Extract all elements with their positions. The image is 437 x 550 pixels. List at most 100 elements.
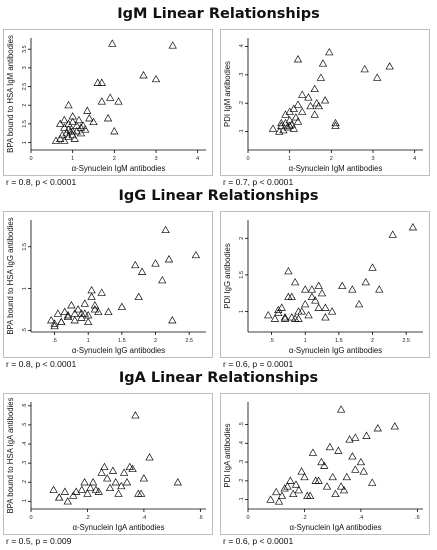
data-point (359, 467, 368, 475)
data-point (103, 114, 113, 122)
data-point (277, 118, 286, 127)
y-tick-label: 3 (22, 66, 28, 69)
data-point (76, 123, 86, 131)
data-point (68, 127, 77, 135)
data-point (331, 118, 340, 127)
data-point (90, 305, 100, 313)
data-point (70, 316, 79, 324)
data-point (362, 431, 371, 439)
data-point (283, 123, 292, 131)
x-tick-label: 2 (371, 338, 374, 344)
scatter-panel-iga-pdi: 0 .2 .4 .6 .1 .2 .3 .4 .5 α-Synuclein IgA antibod… (220, 393, 430, 535)
data-point (83, 489, 92, 497)
data-point (314, 476, 323, 484)
data-point (339, 485, 349, 494)
data-point (286, 476, 295, 484)
scatter-plot: 0 .2 .4 .6 .1 .2 .3 .4 .5 α-Synuclein IgA antibod… (223, 402, 423, 532)
data-point (63, 311, 73, 319)
y-tick-label: .2 (22, 480, 28, 485)
data-point (70, 309, 79, 317)
scatter-panel-igg-pdi: .5 1 1.5 2 2.5 1 1.5 2 α-Synuclein IgG antibodie… (220, 211, 430, 358)
x-tick-label: 0 (29, 156, 32, 162)
data-point (336, 482, 346, 490)
data-point (87, 285, 96, 294)
data-point (294, 307, 303, 315)
data-point (289, 124, 298, 132)
data-point (64, 125, 73, 133)
data-point (303, 491, 312, 499)
data-point (308, 448, 318, 456)
data-point (151, 259, 160, 267)
scatter-plot: .5 1 1.5 2 2.5 1 1.5 2 α-Synuclein IgG antibodie… (223, 220, 423, 355)
data-point (325, 442, 335, 451)
scatter-plot: .5 1 1.5 2 2.5 .5 1 1.5 α-Synuclein IgG antibodi… (6, 217, 206, 355)
data-point (53, 309, 63, 317)
y-tick-label: 1.5 (22, 243, 28, 251)
data-point (356, 457, 366, 466)
y-tick-label: 1 (239, 310, 245, 313)
data-point (68, 130, 77, 139)
scatter-plot: 0 .2 .4 .6 .1 .2 .3 .4 .5 .6 α-Synuclein IgA antib… (6, 397, 206, 532)
x-tick-label: 1 (87, 338, 90, 344)
y-tick-label: .1 (239, 129, 245, 134)
data-point (73, 305, 83, 313)
data-point (55, 493, 64, 501)
y-tick-label: 3.5 (22, 45, 28, 53)
x-tick-label: .4 (142, 515, 147, 521)
data-point (77, 485, 86, 493)
data-point (390, 422, 399, 430)
data-point (91, 485, 101, 493)
data-point (137, 267, 147, 275)
data-point (84, 311, 93, 319)
data-point (83, 106, 92, 114)
data-point (284, 266, 293, 275)
x-tick-label: 3 (154, 156, 157, 162)
data-point (111, 478, 120, 486)
data-point (81, 125, 90, 133)
data-point (50, 319, 59, 327)
data-point (277, 121, 286, 129)
data-point (131, 411, 140, 419)
data-point (307, 285, 317, 293)
data-point (289, 104, 298, 112)
data-point (50, 321, 59, 330)
data-point (168, 41, 177, 49)
data-point (117, 302, 127, 310)
x-tick-label: 2 (154, 338, 157, 344)
data-point (266, 495, 275, 503)
y-tick-label: .1 (22, 499, 28, 504)
scatter-panel-igm-pdi: 0 1 2 3 4 .1 .2 .3 .4 α-Synuclein IgM antibodies P… (220, 29, 430, 176)
data-point (272, 487, 281, 496)
y-axis-label: BPA bound to HSA IgG antibodies (6, 217, 15, 334)
data-point (314, 303, 323, 311)
data-point (270, 314, 280, 322)
data-point (291, 480, 301, 488)
data-point (277, 303, 286, 311)
data-point (49, 485, 58, 493)
data-point (354, 299, 364, 308)
stat-igg-pdi: r = 0.6, p = 0.0001 (223, 359, 294, 369)
data-point (47, 316, 56, 324)
data-point (293, 55, 303, 63)
data-point (321, 313, 330, 321)
data-point (304, 93, 313, 101)
data-point (373, 424, 382, 432)
data-point (93, 78, 102, 86)
data-point (317, 457, 326, 466)
x-tick-label: 4 (413, 156, 416, 162)
data-point (110, 127, 119, 135)
data-point (64, 119, 73, 127)
data-point (325, 47, 334, 56)
data-point (348, 452, 357, 460)
y-tick-label: 1.5 (22, 120, 28, 128)
data-point (328, 472, 337, 481)
data-point (287, 292, 296, 300)
data-point (408, 223, 418, 231)
data-point (60, 136, 69, 144)
data-point (368, 478, 377, 486)
data-point (310, 110, 319, 118)
x-tick-label: 1.5 (335, 338, 343, 344)
data-point (103, 474, 112, 482)
x-tick-label: .6 (198, 515, 203, 521)
data-point (351, 465, 360, 473)
